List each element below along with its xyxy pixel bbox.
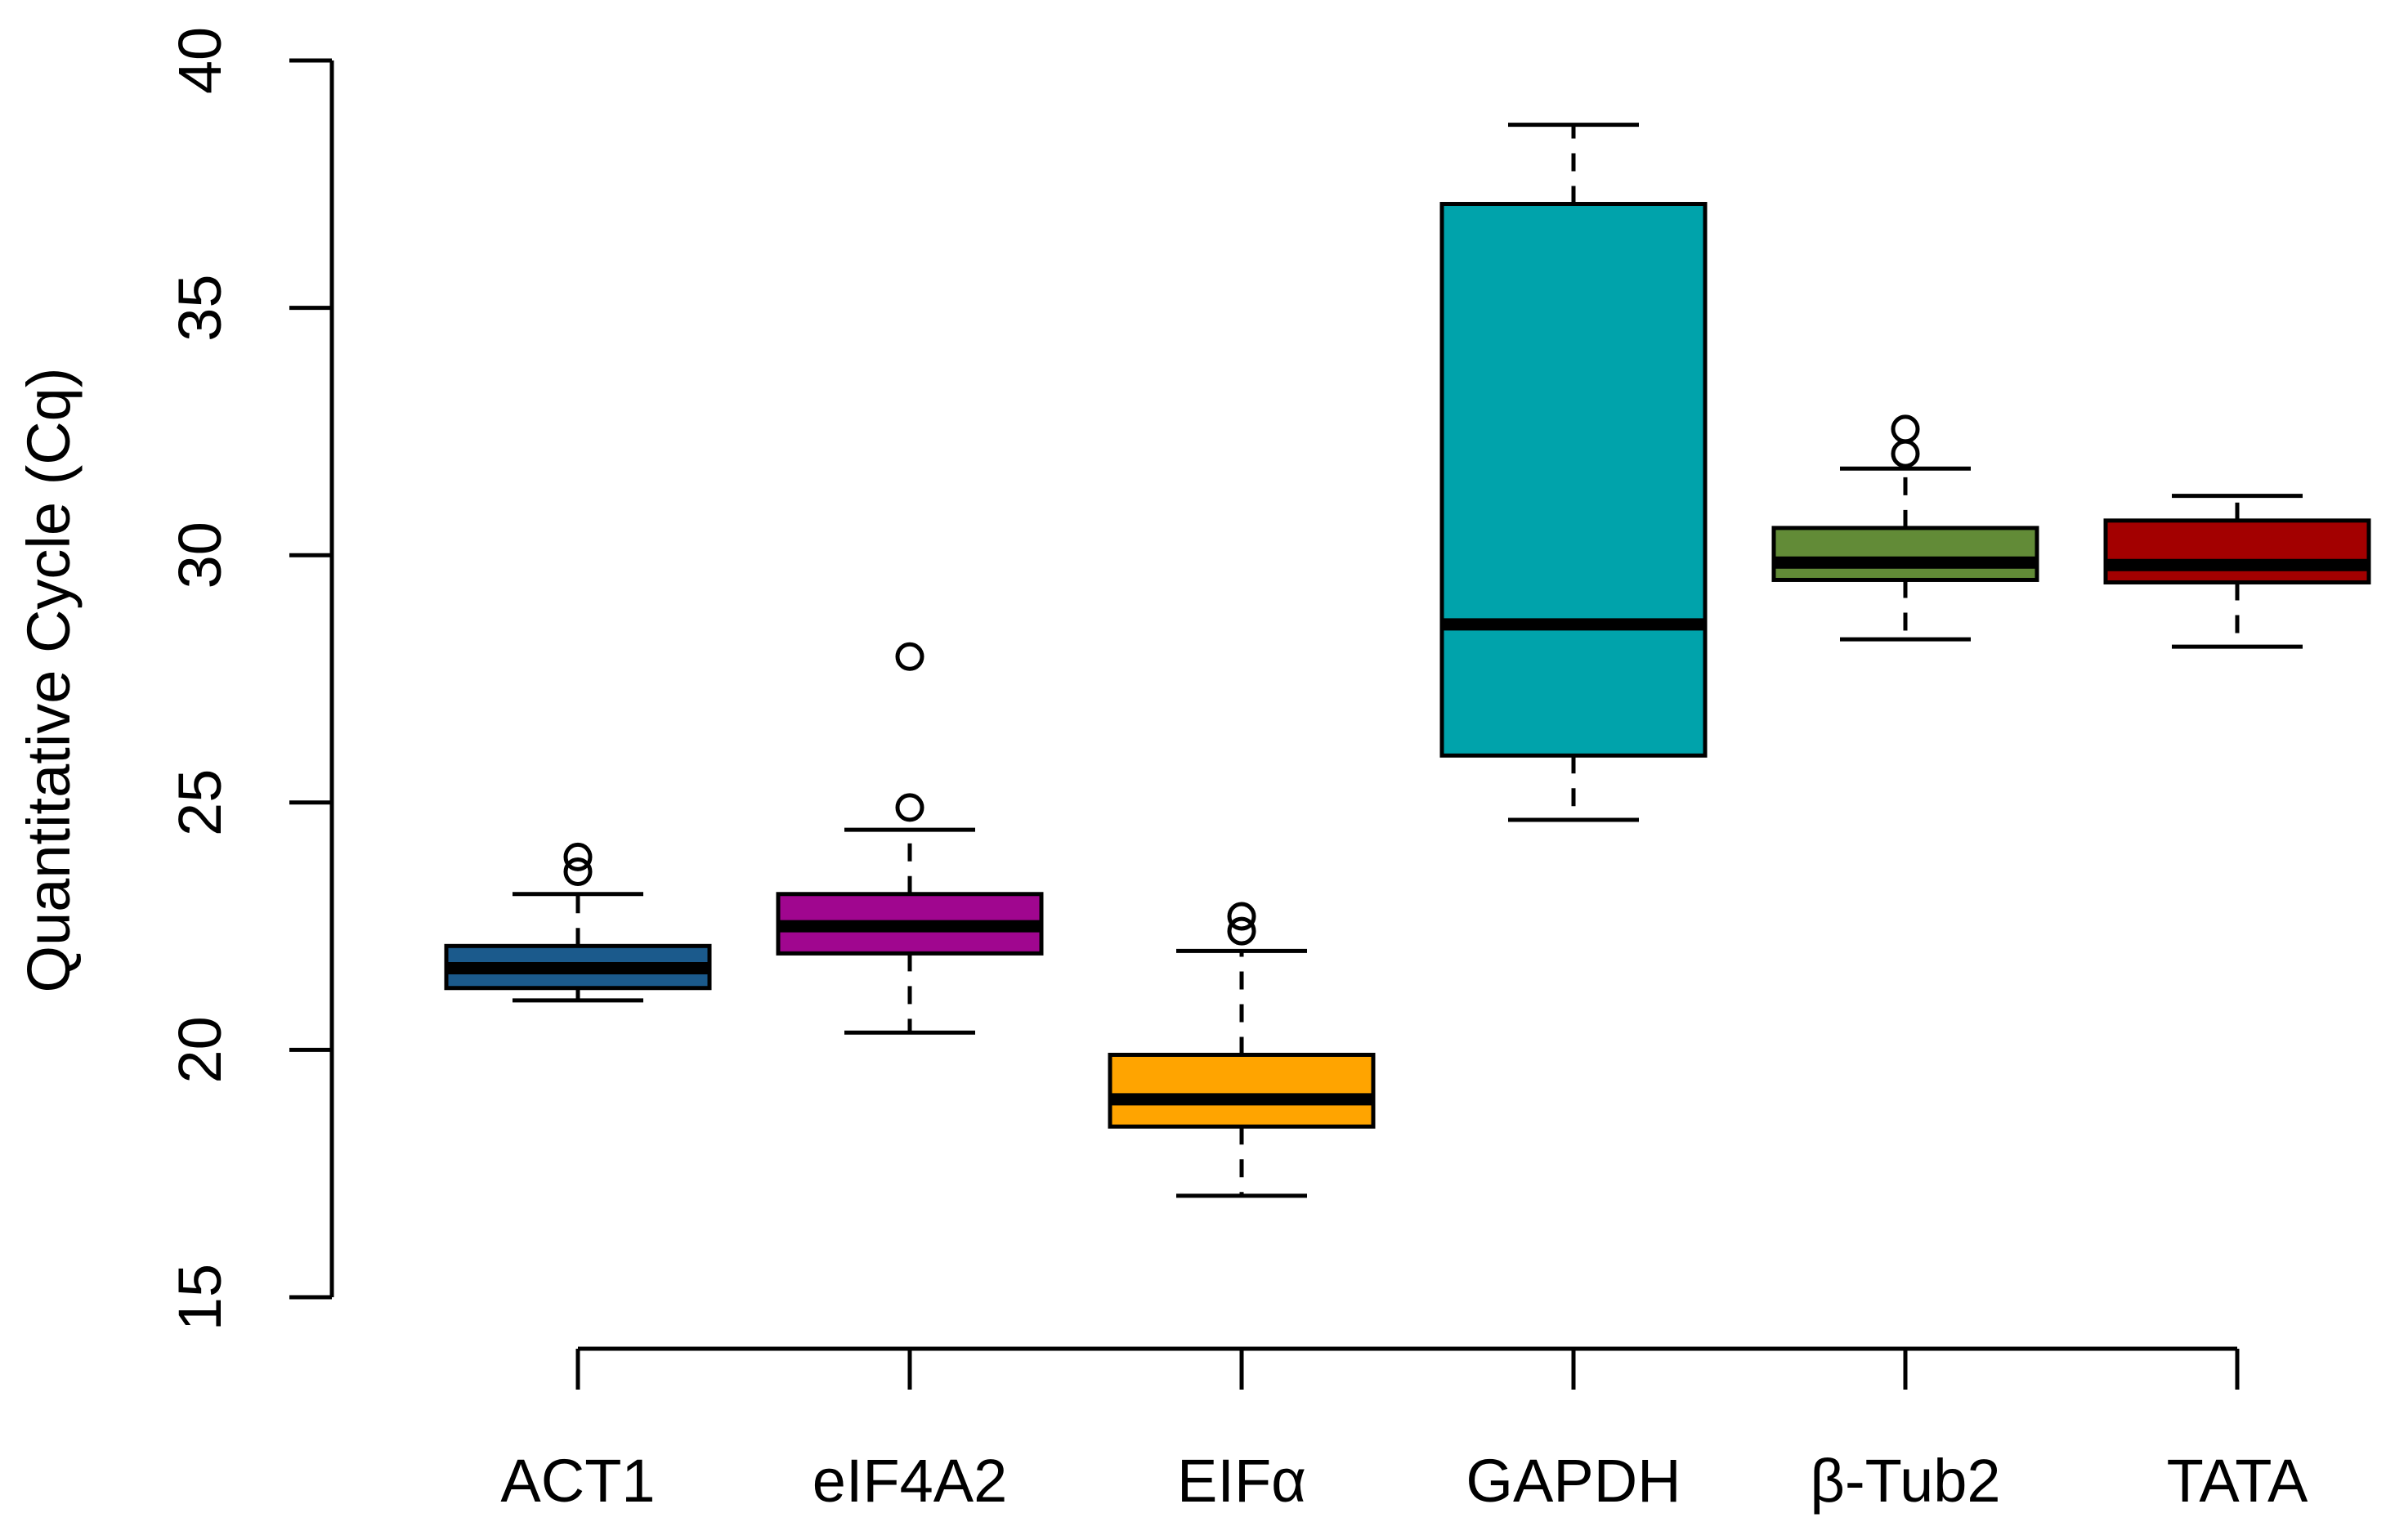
x-tick-label-5: TATA	[2167, 1447, 2308, 1515]
y-tick-label-40: 40	[166, 27, 234, 94]
box-3-group	[1439, 123, 1708, 822]
box-0-outlier-1	[563, 842, 593, 871]
box-1-outlier-0	[895, 793, 924, 822]
box-4-group	[1771, 414, 2039, 642]
box-0-group	[444, 842, 712, 1003]
box-5-group	[2103, 494, 2371, 649]
box-5-iqr-box	[2103, 518, 2371, 584]
box-2-iqr-box	[1108, 1052, 1376, 1129]
y-axis: 15 20 25 30 35 40	[166, 27, 334, 1331]
y-axis-label: Quantitative Cycle (Cq)	[15, 368, 83, 993]
box-4-outlier-1	[1891, 414, 1920, 444]
x-tick-label-4: β-Tub2	[1810, 1447, 2000, 1515]
y-tick-label-15: 15	[166, 1264, 234, 1331]
y-tick-label-30: 30	[166, 522, 234, 589]
y-tick-label-25: 25	[166, 769, 234, 836]
box-3-iqr-box	[1439, 202, 1708, 758]
box-2-outlier-0	[1227, 916, 1256, 946]
x-axis: ACT1 eIF4A2 EIFα GAPDH β-Tub2 TATA	[500, 1346, 2308, 1515]
box-2-group	[1108, 902, 1376, 1198]
y-tick-label-35: 35	[166, 274, 234, 341]
box-4-iqr-box	[1771, 526, 2039, 582]
x-tick-label-2: EIFα	[1177, 1447, 1306, 1515]
box-0-outlier-0	[563, 857, 593, 887]
box-1-group	[776, 642, 1044, 1035]
x-tick-label-3: GAPDH	[1466, 1447, 1681, 1515]
box-1-outlier-1	[895, 642, 924, 671]
plot-area	[444, 123, 2371, 1198]
x-tick-label-1: eIF4A2	[812, 1447, 1008, 1515]
y-tick-label-20: 20	[166, 1016, 234, 1083]
box-2-outlier-1	[1227, 902, 1256, 931]
x-tick-label-0: ACT1	[500, 1447, 655, 1515]
